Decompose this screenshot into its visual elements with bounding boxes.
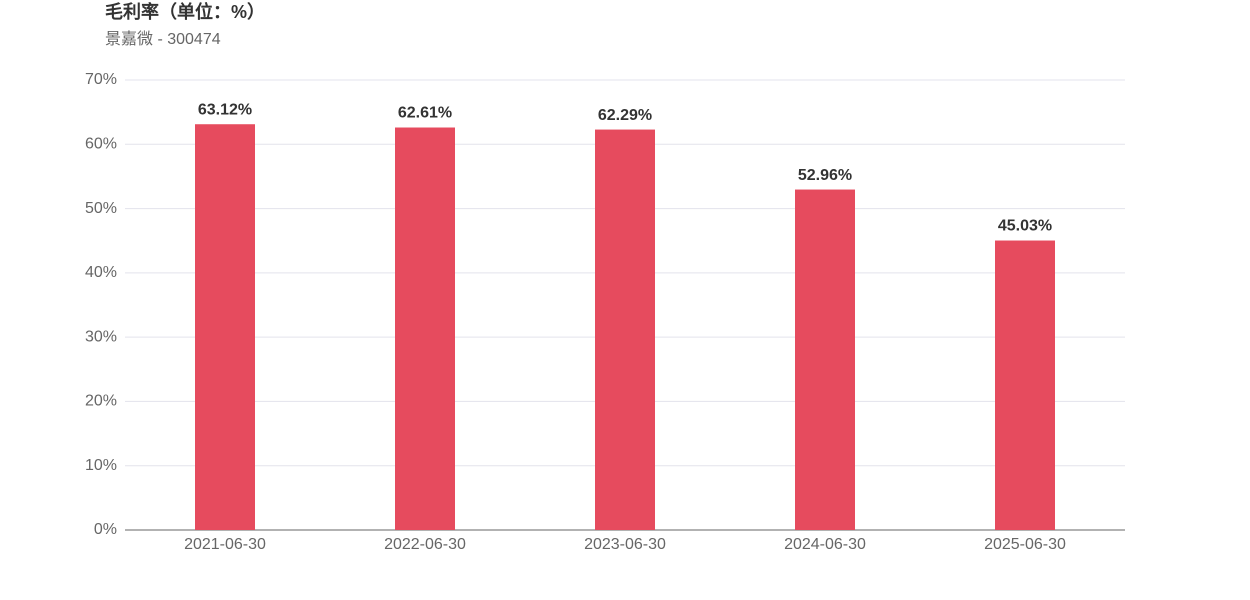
x-tick-label: 2025-06-30 [984, 536, 1066, 553]
data-label: 45.03% [998, 218, 1052, 235]
data-label: 62.61% [398, 105, 452, 122]
x-tick-label: 2021-06-30 [184, 536, 266, 553]
chart-subtitle: 景嘉微 - 300474 [105, 30, 221, 48]
y-tick-label: 70% [85, 71, 117, 88]
x-tick-label: 2022-06-30 [384, 536, 466, 553]
y-tick-label: 50% [85, 200, 117, 217]
y-tick-label: 10% [85, 457, 117, 474]
bar [595, 129, 655, 531]
y-tick-label: 20% [85, 393, 117, 410]
y-tick-label: 60% [85, 136, 117, 153]
bar [395, 127, 455, 530]
y-tick-label: 0% [94, 521, 117, 538]
x-tick-label: 2023-06-30 [584, 536, 666, 553]
y-tick-label: 40% [85, 264, 117, 281]
data-label: 52.96% [798, 167, 852, 184]
data-label: 63.12% [198, 101, 252, 118]
bar [995, 240, 1055, 530]
y-tick-label: 30% [85, 328, 117, 345]
x-tick-label: 2024-06-30 [784, 536, 866, 553]
chart-title: 毛利率（单位：%） [105, 1, 265, 22]
bar [795, 189, 855, 531]
data-label: 62.29% [598, 107, 652, 124]
bar [195, 124, 255, 530]
